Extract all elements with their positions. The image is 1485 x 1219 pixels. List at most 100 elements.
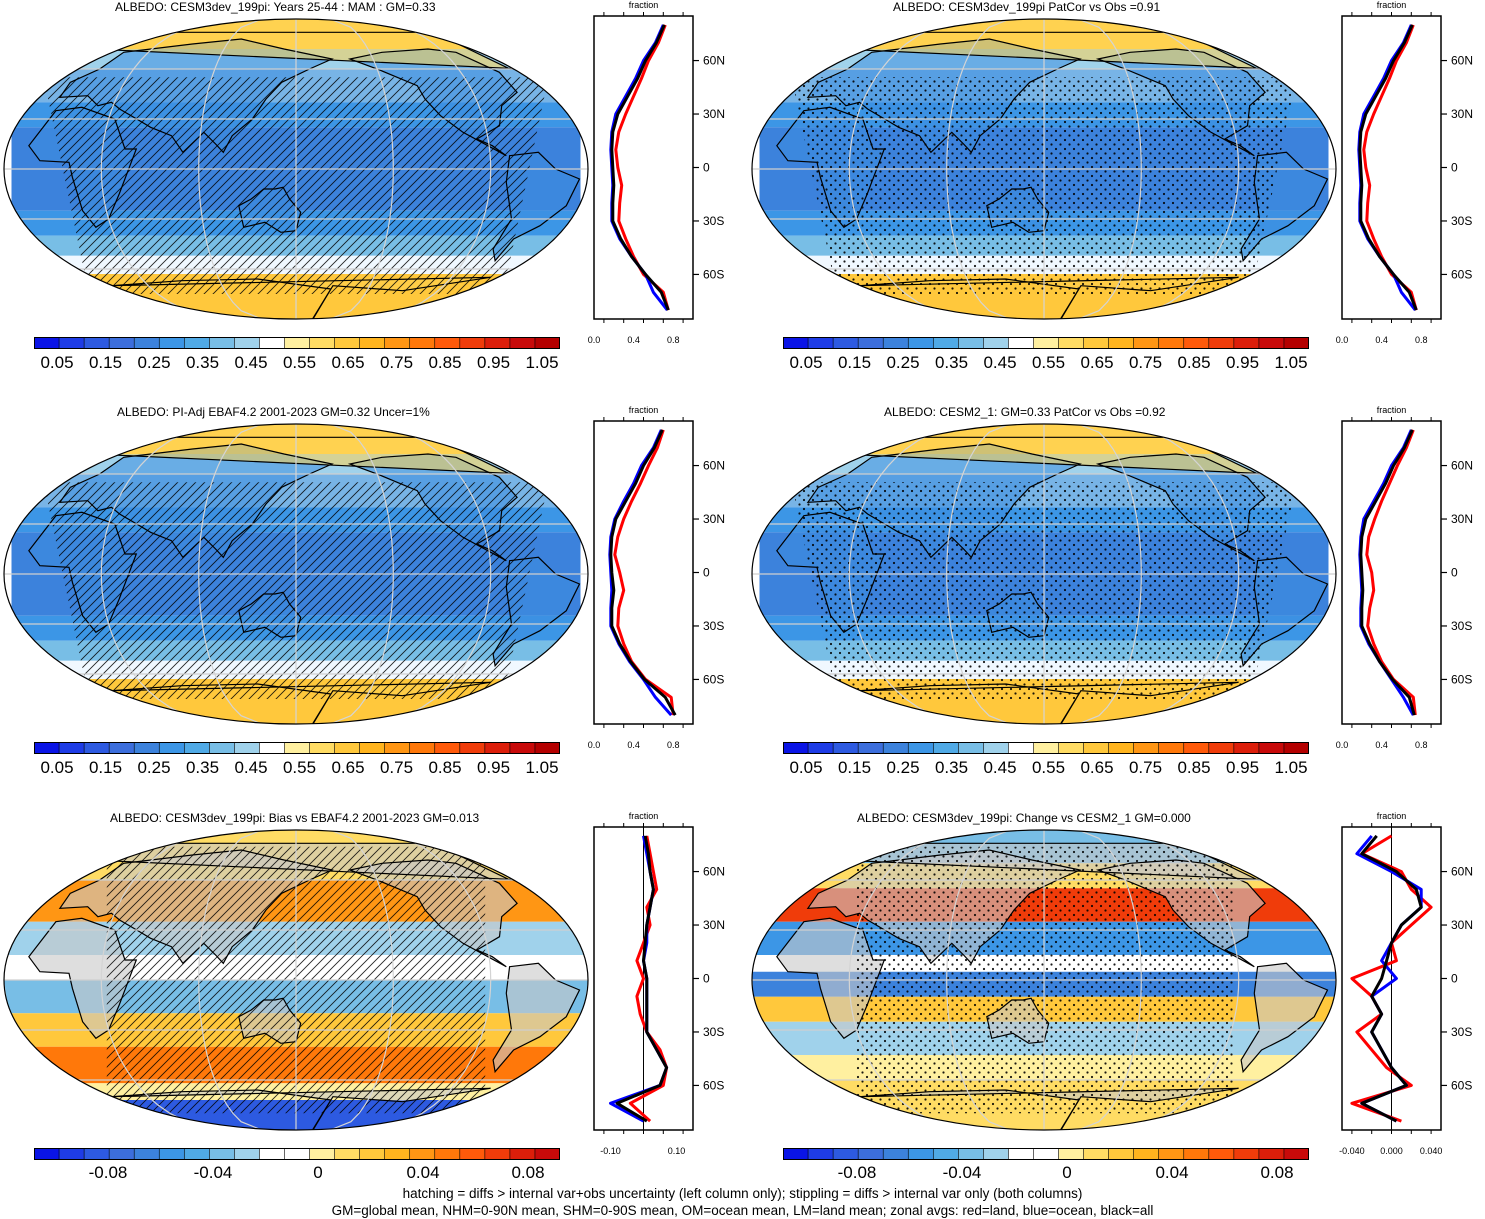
latitude-tick-label: 30N [1451, 512, 1473, 526]
colorbar-swatch [534, 337, 560, 349]
colorbar-swatch [158, 742, 186, 754]
map-panel-1 [3, 18, 589, 320]
colorbar-swatch [209, 742, 236, 754]
colorbar-swatch [857, 337, 884, 349]
panel-title-6: ALBEDO: CESM3dev_199pi: Change vs CESM2_… [857, 811, 1191, 825]
south-america-coastline [1240, 962, 1329, 1074]
zonal-series-all [1358, 24, 1418, 311]
colorbar-swatch [158, 337, 186, 349]
colorbar-label: 0.55 [282, 353, 317, 372]
colorbar-label: -0.08 [88, 1163, 128, 1182]
map-border [751, 18, 1337, 320]
colorbar-label: 0 [1062, 1163, 1072, 1182]
x-tick-label: 0.8 [667, 335, 680, 345]
colorbar-label: 0.35 [185, 353, 220, 372]
longitude-gridline [363, 19, 492, 319]
colorbar-swatch [1033, 337, 1060, 349]
colorbar-label: 0.08 [511, 1163, 545, 1182]
south-america-coastline [1240, 556, 1329, 668]
colorbar-swatch [108, 337, 135, 349]
colorbar-swatch [1108, 337, 1135, 349]
colorbar-swatch [334, 1148, 361, 1160]
colorbar-label: 0.55 [282, 758, 317, 777]
colorbar-swatch [434, 337, 461, 349]
colorbar-swatch [958, 742, 985, 754]
colorbar-frame [783, 742, 1309, 754]
colorbar-labels-6: -0.08 -0.04 0 0.04 0.08 [783, 1163, 1309, 1185]
colorbar-swatch [1058, 337, 1085, 349]
colorbar-swatch [983, 742, 1010, 754]
colorbar-swatch [108, 742, 135, 754]
colorbar-label: 0.25 [886, 758, 920, 777]
colorbar-label: 0.45 [234, 758, 268, 777]
colorbar-swatch [1283, 1148, 1309, 1160]
colorbar-swatch [1108, 742, 1135, 754]
longitude-gridline [1111, 424, 1240, 724]
europe-asia-coastline [58, 849, 334, 965]
colorbar-label: 0.15 [837, 758, 872, 777]
longitude-gridline [946, 19, 1011, 319]
x-tick-label: 0.10 [668, 1146, 686, 1156]
latitude-tick-label: 0 [1451, 566, 1458, 580]
latitude-tick-label: 30N [703, 107, 725, 121]
colorbar-swatch [807, 1148, 834, 1160]
colorbar-label: 0.08 [1260, 1163, 1294, 1182]
colorbar-swatch [534, 1148, 560, 1160]
colorbar-swatch [259, 742, 286, 754]
colorbar-label: 0.85 [1177, 353, 1211, 372]
map-border [751, 423, 1337, 725]
longitude-gridline [1111, 830, 1240, 1130]
colorbar-frame [783, 1148, 1309, 1160]
x-tick-label: 0.4 [1375, 740, 1388, 750]
colorbar-label: 0.85 [1177, 758, 1211, 777]
colorbar-4 [783, 742, 1309, 754]
latitude-tick-label: 30S [1451, 214, 1472, 228]
colorbar-label: 0.05 [40, 353, 74, 372]
colorbar-swatch [58, 337, 85, 349]
colorbar-labels-4: 0.05 0.15 0.25 0.35 0.45 0.55 0.65 0.75 0.85 0.95… [783, 758, 1309, 780]
colorbar-swatch [983, 337, 1010, 349]
colorbar-3 [34, 742, 560, 754]
colorbar-label: 0.95 [476, 353, 511, 372]
colorbar-label: 0.55 [1031, 758, 1066, 777]
colorbar-swatch [1258, 742, 1285, 754]
x-tick-label: 0.0 [588, 335, 601, 345]
map-border [751, 829, 1337, 1131]
colorbar-label: 0.05 [40, 758, 74, 777]
colorbar-swatch [1008, 742, 1035, 754]
colorbar-swatch [484, 742, 511, 754]
colorbar-swatch [484, 1148, 511, 1160]
colorbar-label: 0.45 [234, 353, 268, 372]
colorbar-label: -0.04 [942, 1163, 982, 1182]
map-panel-4 [751, 423, 1337, 725]
north-america-coastline [347, 453, 518, 562]
colorbar-swatch [1133, 742, 1160, 754]
north-america-coastline [1095, 453, 1266, 562]
latitude-tick-label: 60S [703, 267, 724, 281]
colorbar-label: 0.75 [379, 353, 414, 372]
x-tick-label: 0.4 [627, 740, 640, 750]
latitude-tick-label: 30S [703, 619, 724, 633]
colorbar-swatch [783, 1148, 809, 1160]
map-border [3, 18, 589, 320]
europe-asia-coastline [58, 38, 334, 154]
colorbar-swatch [882, 337, 910, 349]
colorbar-label: 0.65 [1080, 758, 1114, 777]
colorbar-label: 1.05 [1274, 758, 1308, 777]
colorbar-labels-5: -0.08 -0.04 0 0.04 0.08 [34, 1163, 560, 1185]
colorbar-label: 0.85 [428, 758, 462, 777]
colorbar-swatch [1233, 742, 1260, 754]
colorbar-swatch [1083, 1148, 1110, 1160]
zonal-mean-plot-5: fraction 60N 30N 0 30S 60S -0.10 0.10 [593, 811, 725, 1156]
longitude-gridline [1077, 19, 1142, 319]
colorbar-swatch [1183, 1148, 1210, 1160]
zonal-axis-title: fraction [1377, 0, 1407, 10]
x-tick-label: 0.4 [1375, 335, 1388, 345]
colorbar-swatch [958, 337, 985, 349]
colorbar-label: 0.04 [406, 1163, 440, 1182]
colorbar-frame [783, 337, 1309, 349]
colorbar-swatch [1033, 1148, 1060, 1160]
colorbar-label: 0.95 [1225, 758, 1260, 777]
colorbar-swatch [1183, 742, 1210, 754]
map-panel-2 [751, 18, 1337, 320]
